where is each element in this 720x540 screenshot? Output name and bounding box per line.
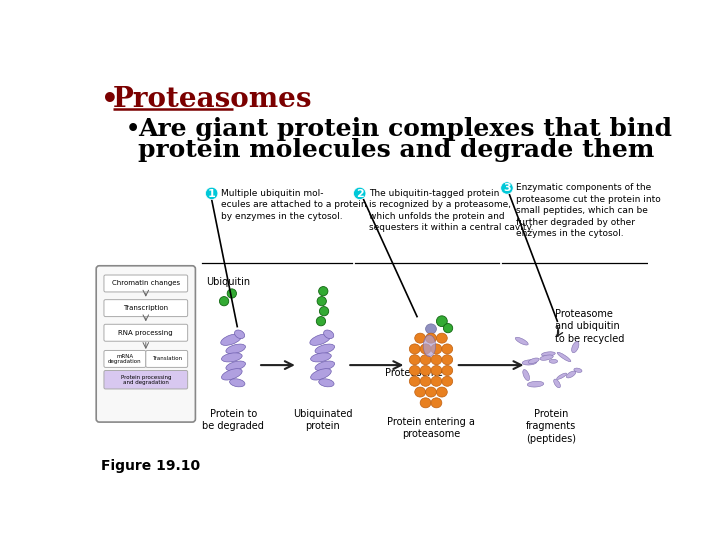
Ellipse shape [221,334,241,346]
Circle shape [320,307,329,316]
Ellipse shape [436,333,447,343]
Circle shape [205,187,218,200]
Ellipse shape [431,344,442,354]
Ellipse shape [315,361,335,371]
Text: Ubiquitin: Ubiquitin [206,276,250,287]
Ellipse shape [431,366,442,375]
Text: protein molecules and degrade them: protein molecules and degrade them [138,138,654,162]
Ellipse shape [557,352,571,362]
Ellipse shape [516,338,528,345]
Circle shape [444,323,453,333]
Ellipse shape [323,330,334,339]
FancyBboxPatch shape [104,275,188,292]
Ellipse shape [527,381,544,387]
Ellipse shape [572,342,579,353]
Ellipse shape [222,353,242,362]
Text: Ubiquinated
protein: Ubiquinated protein [293,409,352,431]
Text: Transcription: Transcription [123,305,168,311]
Ellipse shape [567,371,576,378]
Text: Protein processing
and degradation: Protein processing and degradation [120,375,171,385]
Circle shape [317,296,326,306]
Ellipse shape [315,344,335,354]
Ellipse shape [409,344,420,354]
Text: Proteasomes: Proteasomes [113,86,312,113]
Ellipse shape [409,366,420,375]
Ellipse shape [319,379,334,387]
FancyBboxPatch shape [104,350,145,367]
Ellipse shape [426,324,436,334]
Text: Are giant protein complexes that bind: Are giant protein complexes that bind [138,117,672,141]
Circle shape [354,187,366,200]
Ellipse shape [226,361,246,371]
Text: •: • [101,86,119,114]
FancyBboxPatch shape [104,300,188,316]
Ellipse shape [436,387,447,397]
FancyBboxPatch shape [104,325,188,341]
Text: Protein
fragments
(peptides): Protein fragments (peptides) [526,409,576,444]
Ellipse shape [222,369,242,380]
Text: Translation: Translation [152,356,181,361]
Ellipse shape [226,344,246,354]
FancyBboxPatch shape [96,266,195,422]
Ellipse shape [574,368,582,373]
Ellipse shape [442,376,453,386]
Text: Protein entering a
proteasome: Protein entering a proteasome [387,417,475,439]
Ellipse shape [420,344,431,354]
Ellipse shape [420,355,431,365]
FancyBboxPatch shape [104,370,188,389]
Text: mRNA
degradation: mRNA degradation [108,354,142,364]
Ellipse shape [235,330,245,339]
Circle shape [316,316,325,326]
Ellipse shape [557,373,567,379]
Text: Multiple ubiquitin mol-
ecules are attached to a protein
by enzymes in the cytos: Multiple ubiquitin mol- ecules are attac… [221,189,366,221]
Text: 1: 1 [208,189,215,199]
Ellipse shape [230,379,245,387]
Text: Proteasome: Proteasome [384,368,442,378]
Ellipse shape [431,398,442,408]
Ellipse shape [442,366,453,375]
Ellipse shape [549,359,557,363]
Ellipse shape [420,398,431,408]
Ellipse shape [523,369,529,381]
Text: RNA processing: RNA processing [119,330,173,336]
Ellipse shape [528,358,539,363]
Text: •: • [126,119,140,139]
Ellipse shape [442,344,453,354]
Ellipse shape [310,369,331,380]
Ellipse shape [541,352,555,356]
Ellipse shape [423,335,436,356]
Ellipse shape [431,355,442,365]
Circle shape [220,296,229,306]
Ellipse shape [442,355,453,365]
Circle shape [319,287,328,296]
Ellipse shape [409,355,420,365]
Ellipse shape [522,360,537,365]
Ellipse shape [420,376,431,386]
Ellipse shape [409,376,420,386]
Text: Chromatin changes: Chromatin changes [112,280,180,287]
Ellipse shape [431,376,442,386]
Circle shape [436,316,447,327]
Ellipse shape [420,366,431,375]
Text: Figure 19.10: Figure 19.10 [101,459,200,473]
Ellipse shape [415,387,426,397]
Ellipse shape [426,387,436,397]
Ellipse shape [554,379,560,388]
Text: Enzymatic components of the
proteasome cut the protein into
small peptides, whic: Enzymatic components of the proteasome c… [516,184,661,238]
Ellipse shape [310,334,330,346]
Ellipse shape [310,353,331,362]
Text: 2: 2 [356,189,364,199]
Text: Proteasome
and ubiquitin
to be recycled: Proteasome and ubiquitin to be recycled [555,309,624,343]
Circle shape [500,182,513,194]
Circle shape [228,289,236,298]
Text: The ubiquitin-tagged protein
is recognized by a proteasome,
which unfolds the pr: The ubiquitin-tagged protein is recogniz… [369,189,534,232]
Ellipse shape [415,333,426,343]
Text: Protein to
be degraded: Protein to be degraded [202,409,264,431]
Text: 3: 3 [503,184,510,193]
Ellipse shape [426,333,436,343]
Ellipse shape [540,355,553,360]
FancyBboxPatch shape [145,350,188,367]
